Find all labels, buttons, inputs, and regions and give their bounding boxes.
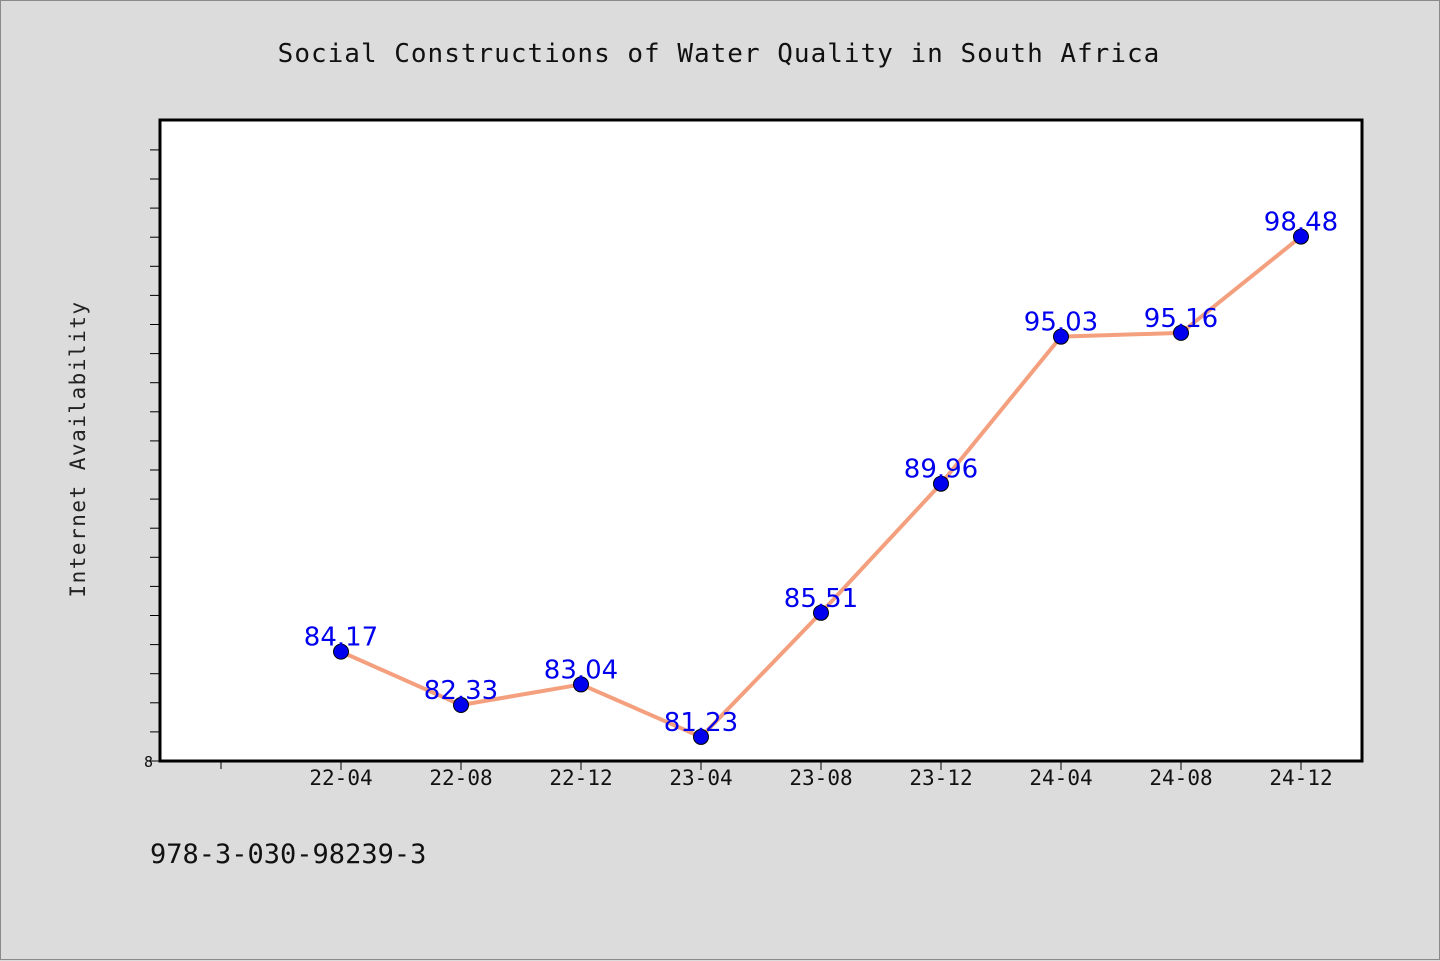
x-tick-label: 22-12 [549, 766, 612, 790]
data-point [1173, 324, 1189, 341]
x-tick-label: 22-04 [309, 766, 372, 790]
data-label: 89.96 [904, 455, 978, 485]
data-label: 95.16 [1144, 304, 1218, 334]
data-point [573, 676, 589, 693]
x-tick-label: 23-08 [789, 766, 852, 790]
series-group: 84.17 82.33 83.04 81.23 85.51 89.96 95.03 95.16… [304, 208, 1338, 745]
data-label: 81.23 [664, 708, 738, 738]
y-axis-label: Internet Availability [66, 300, 90, 597]
data-label: 82.33 [424, 676, 498, 706]
data-label: 84.17 [304, 623, 378, 653]
data-label: 98.48 [1264, 208, 1338, 238]
data-label: 95.03 [1024, 308, 1098, 338]
x-tick-label: 24-08 [1149, 766, 1212, 790]
data-label: 83.04 [544, 655, 618, 685]
data-label: 85.51 [784, 584, 858, 614]
chart-title: Social Constructions of Water Quality in… [278, 39, 1161, 69]
x-tick-label: 23-12 [909, 766, 972, 790]
x-tick-label: 22-08 [429, 766, 492, 790]
data-point [933, 475, 949, 492]
data-point [453, 697, 469, 714]
data-point [1293, 228, 1309, 245]
y-axis-ticks [150, 149, 160, 762]
x-tick-label: 24-04 [1029, 766, 1092, 790]
data-point [333, 643, 349, 660]
x-tick-label: 24-12 [1269, 766, 1332, 790]
data-point [1053, 328, 1069, 345]
x-axis-ticks [220, 761, 1302, 770]
footer-isbn: 978-3-030-98239-3 [150, 839, 426, 870]
x-axis-tick-labels: 22-04 22-08 22-12 23-04 23-08 23-12 24-04 24-08… [309, 766, 1332, 790]
data-point [693, 728, 709, 745]
y-tick-label: 8 [144, 753, 153, 771]
plot-area [158, 118, 1364, 763]
x-tick-label: 23-04 [669, 766, 732, 790]
data-point [813, 604, 829, 621]
